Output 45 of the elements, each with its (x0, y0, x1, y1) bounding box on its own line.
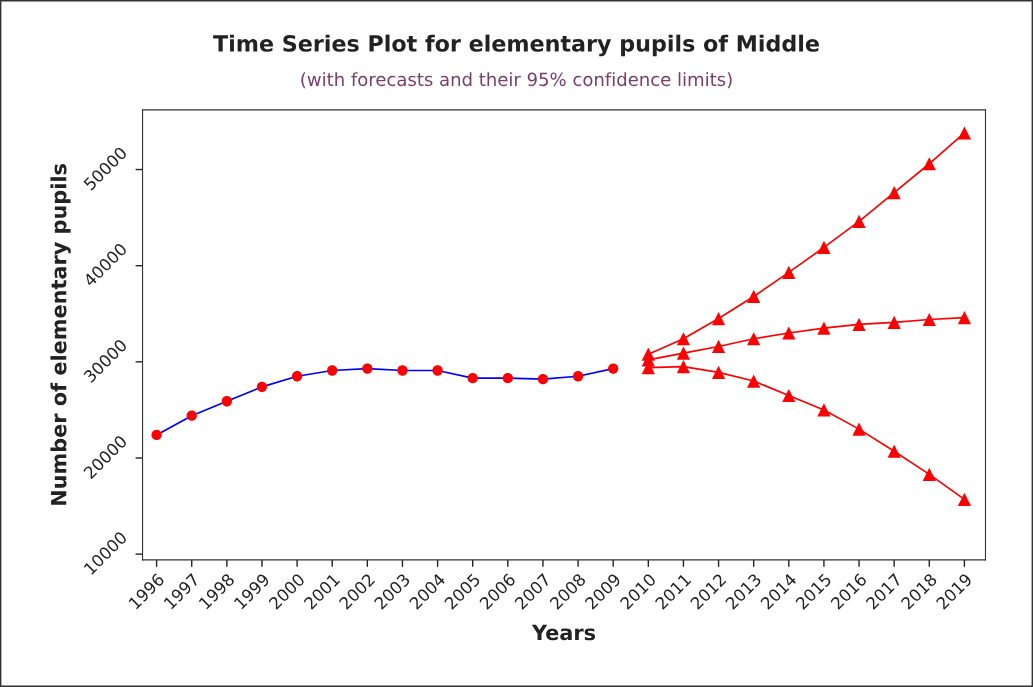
point (817, 403, 831, 417)
point (747, 374, 761, 388)
point (256, 381, 268, 392)
x-axis-title: Years (531, 624, 596, 641)
point (852, 214, 866, 229)
point (467, 373, 478, 384)
point (362, 363, 373, 374)
point (817, 240, 831, 254)
point (747, 289, 761, 304)
point (676, 346, 691, 360)
point (572, 371, 584, 382)
chart-title: Time Series Plot for elementary pupils of Middle (213, 34, 819, 57)
point (711, 365, 726, 379)
point (852, 422, 866, 436)
point (922, 467, 936, 481)
point (887, 315, 901, 329)
point (957, 492, 971, 506)
point (676, 332, 691, 346)
point (537, 373, 549, 385)
point (957, 311, 971, 325)
point (151, 429, 162, 441)
chart-subtitle: (with forecasts and their 95% confidence limits) (301, 72, 732, 89)
point (782, 265, 796, 279)
point (887, 186, 901, 200)
point (291, 371, 303, 382)
point (922, 312, 936, 327)
point (186, 410, 197, 421)
point (852, 317, 866, 331)
point (327, 365, 338, 376)
point (711, 311, 726, 326)
point (502, 373, 513, 384)
point (817, 321, 831, 335)
point (747, 332, 761, 346)
point (957, 126, 971, 140)
point (221, 396, 232, 407)
point (887, 444, 901, 458)
point (782, 326, 796, 340)
y-axis-title: Number of elementary pupils (50, 164, 71, 505)
point (922, 157, 936, 171)
point (432, 365, 443, 376)
point (782, 388, 796, 403)
point (608, 363, 619, 374)
point (711, 339, 726, 354)
point (397, 365, 408, 376)
point (676, 360, 691, 374)
